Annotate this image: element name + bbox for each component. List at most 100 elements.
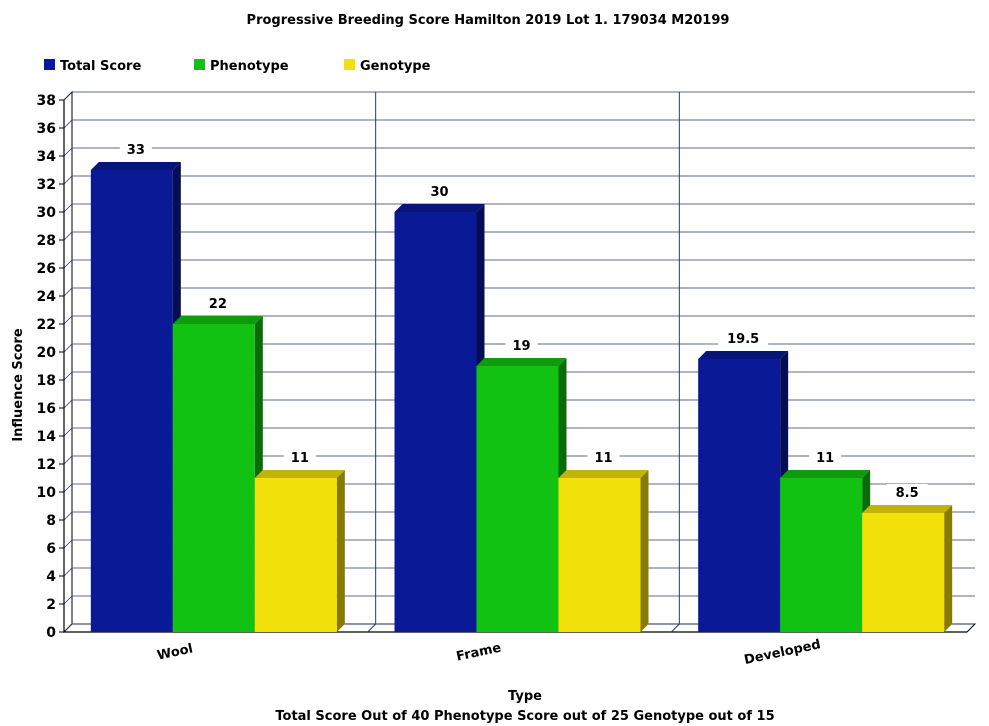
- gridline-wall: [63, 483, 73, 493]
- gridline-wall: [63, 623, 73, 633]
- gridline-wall: [63, 231, 73, 241]
- gridline-wall: [63, 427, 73, 437]
- x-tick-label: Developed: [743, 637, 822, 668]
- y-tick-label: 26: [37, 261, 56, 277]
- legend-label: Phenotype: [210, 59, 289, 74]
- bar-top: [476, 358, 567, 366]
- data-label: 11: [291, 451, 309, 466]
- category-separator-floor: [367, 623, 377, 633]
- bar-front: [254, 478, 337, 632]
- y-tick-label: 24: [37, 289, 57, 305]
- y-tick-label: 36: [37, 121, 56, 137]
- y-axis-title: Influence Score: [11, 328, 26, 442]
- legend: Total Score Phenotype Genotype: [44, 59, 431, 74]
- y-tick-label: 34: [37, 149, 57, 165]
- y-tick-label: 22: [37, 317, 56, 333]
- data-label: 8.5: [896, 486, 919, 501]
- data-label-box: [886, 484, 928, 501]
- gridline-wall: [63, 91, 73, 101]
- bar-total-score-developed: 19.5: [698, 330, 789, 632]
- bar-total-score-wool: 33: [90, 141, 181, 632]
- data-label-box: [505, 337, 538, 354]
- bar-front: [698, 359, 781, 632]
- gridline-wall: [63, 343, 73, 353]
- x-tick-label: Wool: [156, 641, 195, 663]
- left-wall: [63, 90, 73, 634]
- y-tick-label: 28: [37, 233, 56, 249]
- y-tick-label: 38: [37, 93, 56, 109]
- category-separator-floor: [670, 623, 680, 633]
- bar-front: [862, 513, 945, 632]
- gridline-wall: [63, 539, 73, 549]
- bar-side: [944, 505, 953, 632]
- bar-front: [172, 324, 255, 632]
- data-label-box: [283, 449, 316, 466]
- y-tick-label: 18: [37, 373, 56, 389]
- gridline-wall: [63, 203, 73, 213]
- gridline-wall: [63, 511, 73, 521]
- data-label-box: [119, 141, 152, 158]
- legend-swatch: [344, 59, 355, 70]
- bar-side: [640, 470, 649, 632]
- bar-genotype-wool: 11: [254, 449, 345, 632]
- data-label-box: [587, 449, 620, 466]
- data-label: 19.5: [727, 332, 759, 347]
- bar-top: [394, 204, 485, 212]
- bar-top: [862, 505, 953, 513]
- bar-phenotype-wool: 22: [172, 295, 263, 632]
- y-tick-label: 0: [46, 625, 56, 641]
- y-tick-label: 2: [46, 597, 56, 613]
- y-tick-label: 16: [37, 401, 56, 417]
- data-label: 19: [512, 339, 530, 354]
- gridline-wall: [63, 399, 73, 409]
- bar-top: [90, 162, 181, 170]
- gridline-wall: [63, 567, 73, 577]
- legend-label: Total Score: [60, 59, 141, 74]
- data-label-box: [809, 449, 842, 466]
- bar-total-score-frame: 30: [394, 183, 485, 632]
- data-label: 11: [816, 451, 834, 466]
- data-label-box: [201, 295, 234, 312]
- legend-swatch: [44, 59, 55, 70]
- bar-front: [476, 366, 559, 632]
- bar-front: [780, 478, 863, 632]
- data-label: 33: [127, 143, 145, 158]
- data-label: 11: [594, 451, 612, 466]
- gridline-wall: [63, 147, 73, 157]
- legend-swatch: [194, 59, 205, 70]
- plot-area: 0246810121416182022242628303234363833221…: [37, 90, 977, 668]
- legend-label: Genotype: [360, 59, 431, 74]
- chart-footnote: Total Score Out of 40 Phenotype Score ou…: [275, 709, 774, 724]
- data-label: 30: [430, 185, 448, 200]
- x-axis-title: Type: [508, 689, 542, 704]
- x-tick-label: Frame: [455, 640, 503, 664]
- y-tick-label: 10: [37, 485, 57, 501]
- gridline-wall: [63, 455, 73, 465]
- data-label: 22: [209, 297, 227, 312]
- bar-top: [172, 316, 263, 324]
- chart-title: Progressive Breeding Score Hamilton 2019…: [247, 13, 730, 28]
- bar-phenotype-developed: 11: [780, 449, 871, 632]
- y-tick-label: 8: [46, 513, 56, 529]
- y-tick-label: 30: [37, 205, 57, 221]
- bar-phenotype-frame: 19: [476, 337, 567, 632]
- data-label-box: [423, 183, 456, 200]
- gridline-wall: [63, 259, 73, 269]
- bar-genotype-developed: 8.5: [862, 484, 953, 632]
- y-tick-label: 32: [37, 177, 56, 193]
- y-tick-label: 6: [46, 541, 56, 557]
- gridline-wall: [63, 119, 73, 129]
- data-label-box: [718, 330, 769, 347]
- bar-genotype-frame: 11: [558, 449, 649, 632]
- bar-top: [254, 470, 345, 478]
- y-tick-label: 12: [37, 457, 56, 473]
- bar-top: [558, 470, 649, 478]
- gridline-wall: [63, 371, 73, 381]
- gridline-wall: [63, 175, 73, 185]
- y-tick-label: 20: [37, 345, 57, 361]
- y-tick-label: 4: [46, 569, 56, 585]
- y-tick-label: 14: [37, 429, 57, 445]
- gridline-wall: [63, 287, 73, 297]
- bar-front: [394, 212, 477, 632]
